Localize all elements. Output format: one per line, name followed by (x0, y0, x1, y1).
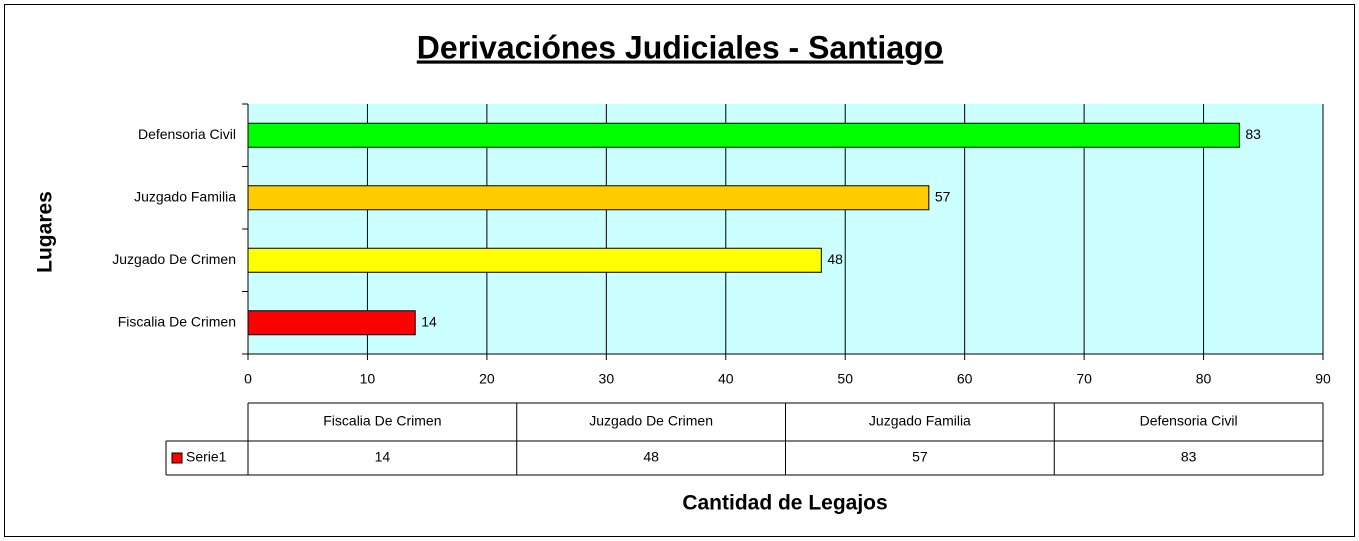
x-tick-label: 0 (244, 371, 252, 387)
x-tick-label: 20 (479, 371, 495, 387)
bar (247, 247, 822, 273)
chart-title: Derivaciónes Judiciales - Santiago (417, 29, 943, 65)
x-tick-label: 60 (957, 371, 973, 387)
bar (247, 310, 416, 336)
table-value: 48 (643, 449, 659, 465)
table-value: 83 (1181, 449, 1197, 465)
x-tick-label: 90 (1315, 371, 1331, 387)
legend-label: Serie1 (186, 449, 227, 465)
x-tick-label: 10 (360, 371, 376, 387)
y-tick-label: Defensoria Civil (138, 126, 236, 142)
data-label: 83 (1245, 126, 1261, 142)
table-value: 14 (375, 449, 391, 465)
bar (247, 122, 1240, 148)
y-tick-label: Juzgado De Crimen (112, 251, 236, 267)
y-axis-title: Lugares (34, 191, 57, 273)
x-tick-label: 70 (1076, 371, 1092, 387)
data-label: 14 (421, 313, 437, 329)
y-tick-label: Juzgado Familia (134, 188, 236, 204)
data-label: 48 (827, 251, 843, 267)
y-tick-label: Fiscalia De Crimen (118, 313, 236, 329)
table-header: Juzgado De Crimen (589, 413, 713, 429)
x-axis-title: Cantidad de Legajos (682, 492, 887, 515)
table-header: Fiscalia De Crimen (323, 413, 441, 429)
legend-key (171, 452, 183, 464)
x-tick-label: 30 (599, 371, 615, 387)
x-tick-label: 50 (837, 371, 853, 387)
table-value: 57 (912, 449, 928, 465)
table-header: Defensoria Civil (1140, 413, 1238, 429)
table-header: Juzgado Familia (869, 413, 971, 429)
x-tick-label: 80 (1196, 371, 1212, 387)
x-tick-label: 40 (718, 371, 734, 387)
bar (247, 185, 930, 211)
data-label: 57 (935, 188, 951, 204)
